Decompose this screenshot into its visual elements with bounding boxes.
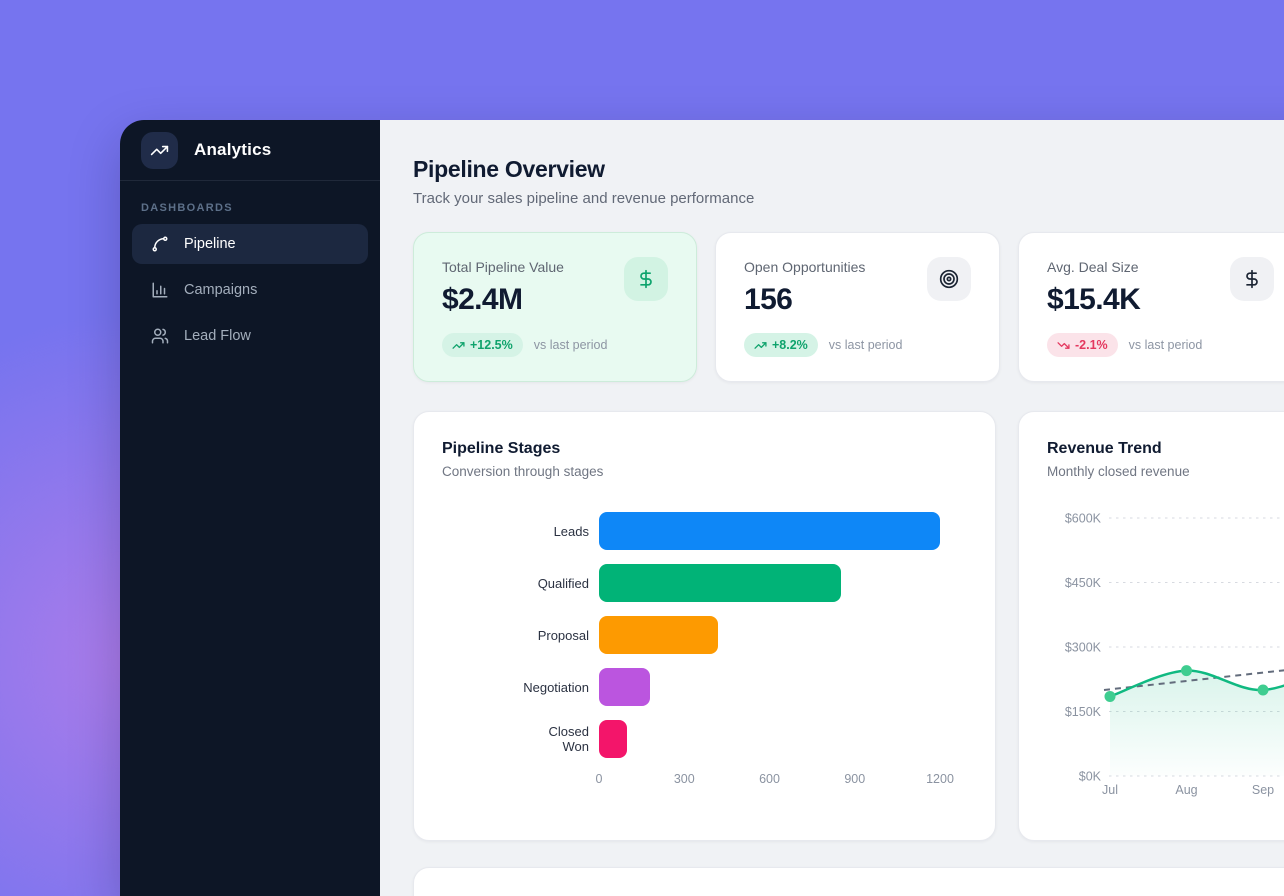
charts-row: Pipeline Stages Conversion through stage…	[413, 411, 1284, 841]
dollar-icon	[1246, 269, 1258, 289]
trending-up-icon	[452, 341, 465, 349]
bar[interactable]	[599, 564, 841, 602]
bar-row: Qualified	[442, 564, 967, 602]
kpi-value: 156	[744, 283, 793, 316]
kpi-label: Total Pipeline Value	[442, 259, 564, 275]
chart-subtitle: Monthly closed revenue	[1047, 464, 1190, 479]
data-point[interactable]	[1257, 684, 1269, 696]
bar-row: Closed Won	[442, 720, 967, 758]
kpi-icon-box	[1230, 257, 1274, 301]
x-tick-label: 300	[673, 772, 695, 786]
bar[interactable]	[599, 720, 628, 758]
users-icon	[151, 328, 169, 344]
pipeline-stages-card: Pipeline Stages Conversion through stage…	[413, 411, 996, 841]
sidebar-nav: Pipeline Campaigns Lead Flow	[120, 224, 380, 356]
data-point[interactable]	[1181, 665, 1192, 677]
bar-row: Negotiation	[442, 668, 967, 706]
data-point[interactable]	[1104, 690, 1116, 702]
kpi-label: Open Opportunities	[744, 259, 866, 275]
app-title: Analytics	[194, 140, 272, 159]
app-logo	[141, 131, 178, 169]
compare-label: vs last period	[828, 338, 903, 352]
kpi-card-total-pipeline-value: Total Pipeline Value $2.4M +12.5% vs las…	[413, 232, 697, 382]
y-tick-label: $0K	[1079, 770, 1102, 784]
kpi-card-open-opportunities: Open Opportunities 156 +8.2% vs last per…	[715, 232, 1000, 382]
bar-category-label: Closed Won	[548, 724, 589, 754]
x-tick-label: Aug	[1175, 783, 1197, 797]
bar-row: Leads	[442, 512, 967, 550]
kpi-card-avg-deal-size: Avg. Deal Size $15.4K -2.1% vs last peri…	[1018, 232, 1284, 382]
bar-category-label: Negotiation	[523, 679, 589, 695]
kpi-icon-box	[624, 257, 668, 301]
bar-category-label: Leads	[553, 523, 589, 539]
sidebar-item-campaigns[interactable]: Campaigns	[132, 270, 368, 310]
sidebar-item-label: Campaigns	[184, 282, 258, 298]
compare-label: vs last period	[1128, 338, 1203, 352]
x-tick-label: 1200	[926, 772, 954, 786]
delta-badge: +12.5%	[442, 333, 523, 357]
kpi-value: $2.4M	[442, 283, 523, 316]
kpi-row: Total Pipeline Value $2.4M +12.5% vs las…	[413, 232, 1284, 382]
bar[interactable]	[599, 512, 940, 550]
bar[interactable]	[599, 616, 719, 654]
bar-category-label: Qualified	[537, 575, 589, 591]
bar-category-label: Proposal	[537, 627, 589, 643]
trending-down-icon	[1057, 341, 1070, 349]
sidebar-item-pipeline[interactable]: Pipeline	[132, 224, 368, 264]
chart-subtitle: Conversion through stages	[442, 464, 604, 479]
trending-up-icon	[754, 341, 767, 349]
app-window: Analytics DASHBOARDS Pipeline Campaigns …	[120, 120, 1284, 896]
bar-chart: Leads Qualified Proposal Negotiation Closed …	[442, 512, 967, 758]
sidebar-header: Analytics	[120, 120, 380, 181]
y-tick-label: $450K	[1065, 576, 1102, 590]
x-tick-label: 600	[759, 772, 780, 786]
y-tick-label: $600K	[1065, 512, 1102, 526]
kpi-icon-box	[927, 257, 971, 301]
x-tick-label: 900	[844, 772, 866, 786]
bar[interactable]	[599, 668, 651, 706]
dollar-icon	[640, 269, 652, 289]
revenue-trend-card: Revenue Trend Monthly closed revenue $0K…	[1018, 411, 1284, 841]
sidebar-item-label: Lead Flow	[184, 328, 251, 344]
sidebar-item-label: Pipeline	[184, 236, 236, 252]
x-tick-label: Jul	[1102, 783, 1118, 797]
target-icon	[939, 269, 959, 289]
bar-chart-x-axis: 0 300 600 900 1200	[595, 772, 967, 790]
kpi-label: Avg. Deal Size	[1047, 259, 1139, 275]
chart-title: Pipeline Stages	[442, 440, 561, 457]
delta-badge: -2.1%	[1047, 333, 1118, 357]
main-content: Pipeline Overview Track your sales pipel…	[380, 120, 1284, 896]
revenue-area	[1110, 670, 1284, 776]
bar-chart-icon	[152, 282, 168, 298]
revenue-line	[1108, 669, 1284, 698]
compare-label: vs last period	[533, 338, 608, 352]
kpi-value: $15.4K	[1047, 283, 1141, 316]
line-chart: $0K $150K $300K $450K $600K Jul Aug Sep	[1065, 512, 1284, 797]
y-tick-label: $300K	[1065, 641, 1102, 655]
y-tick-label: $150K	[1065, 705, 1102, 719]
page-subtitle: Track your sales pipeline and revenue pe…	[413, 190, 755, 207]
sidebar: Analytics DASHBOARDS Pipeline Campaigns …	[120, 120, 380, 896]
x-tick-label: Sep	[1252, 783, 1274, 797]
x-tick-label: 0	[595, 772, 603, 786]
sidebar-section-label: DASHBOARDS	[141, 202, 233, 214]
sidebar-item-lead-flow[interactable]: Lead Flow	[132, 316, 368, 356]
delta-badge: +8.2%	[744, 333, 818, 357]
bar-row: Proposal	[442, 616, 967, 654]
chart-title: Revenue Trend	[1047, 440, 1162, 457]
trending-up-icon	[150, 145, 169, 155]
spline-icon	[152, 236, 168, 252]
page-title: Pipeline Overview	[413, 156, 605, 182]
bottom-partial-card	[413, 867, 1284, 896]
